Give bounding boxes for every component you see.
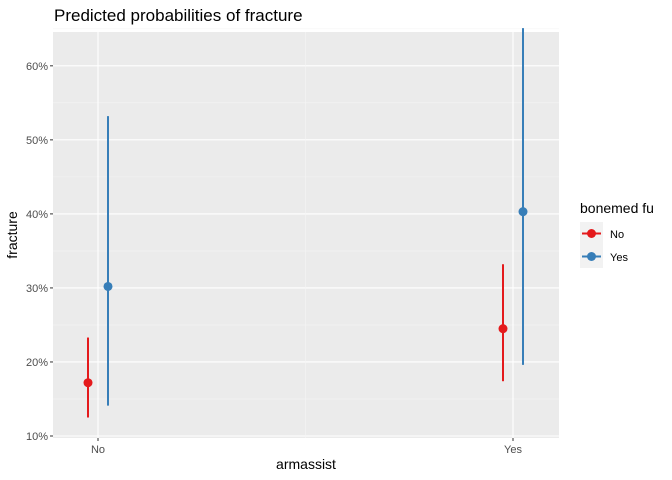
x-tick-label: Yes: [504, 444, 522, 456]
y-axis-ticks: 10% 20% 30% 40% 50% 60%: [26, 61, 53, 443]
x-tick-label: No: [91, 444, 105, 456]
x-axis-title: armassist: [276, 456, 336, 472]
data-point: [518, 207, 528, 217]
grid: [53, 28, 559, 438]
legend-title: bonemed fu: [580, 200, 654, 216]
data-point: [83, 378, 93, 388]
plot-panel: [53, 32, 559, 438]
data-point: [103, 281, 113, 291]
legend-key-point: [587, 229, 596, 238]
y-tick-label: 30%: [26, 283, 48, 295]
y-tick-label: 60%: [26, 61, 48, 73]
legend-label: Yes: [610, 252, 628, 264]
chart-marks: [83, 28, 528, 418]
data-point: [498, 324, 508, 334]
legend: bonemed fu No Yes: [580, 200, 654, 268]
y-tick-label: 50%: [26, 135, 48, 147]
y-tick-label: 20%: [26, 357, 48, 369]
x-axis-ticks: No Yes: [91, 438, 522, 456]
y-tick-label: 40%: [26, 209, 48, 221]
chart-title: Predicted probabilities of fracture: [54, 6, 303, 25]
legend-key-point: [587, 252, 596, 261]
y-tick-label: 10%: [26, 431, 48, 443]
legend-label: No: [610, 229, 624, 241]
y-axis-title: fracture: [4, 211, 20, 259]
